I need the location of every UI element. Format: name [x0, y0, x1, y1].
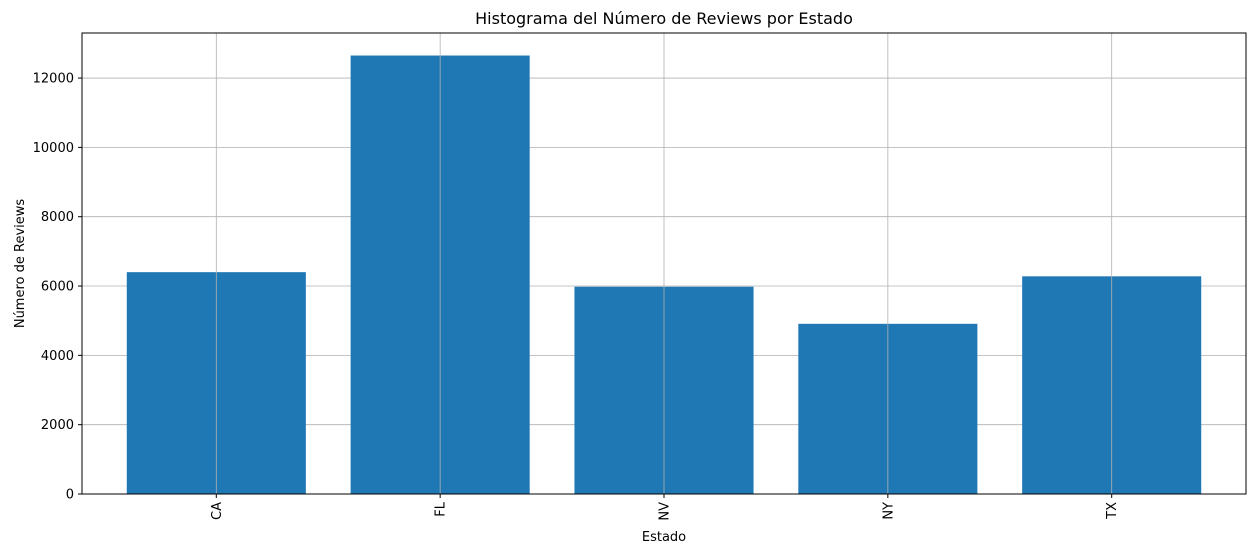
y-axis-ticks: 0 2000 4000 6000 8000 10000 12000 — [33, 72, 82, 503]
x-tick-label: NV — [658, 502, 673, 521]
x-tick-label: CA — [210, 502, 225, 520]
x-axis-ticks: CA FL NV NY TX — [210, 494, 1120, 521]
x-tick-label: NY — [881, 502, 896, 520]
x-grid-lines — [215, 33, 1113, 494]
y-tick-label: 10000 — [33, 141, 74, 156]
x-tick-label: FL — [434, 501, 449, 516]
y-tick-label: 0 — [66, 488, 74, 503]
x-tick-label: TX — [1105, 502, 1120, 520]
chart-title: Histograma del Número de Reviews por Est… — [475, 9, 853, 28]
y-tick-label: 12000 — [33, 72, 74, 87]
y-tick-label: 2000 — [41, 418, 74, 433]
x-axis-label: Estado — [642, 530, 686, 545]
y-tick-label: 6000 — [41, 280, 74, 295]
y-tick-label: 8000 — [41, 210, 74, 225]
y-tick-label: 4000 — [41, 349, 74, 364]
y-axis-label: Número de Reviews — [13, 199, 28, 329]
